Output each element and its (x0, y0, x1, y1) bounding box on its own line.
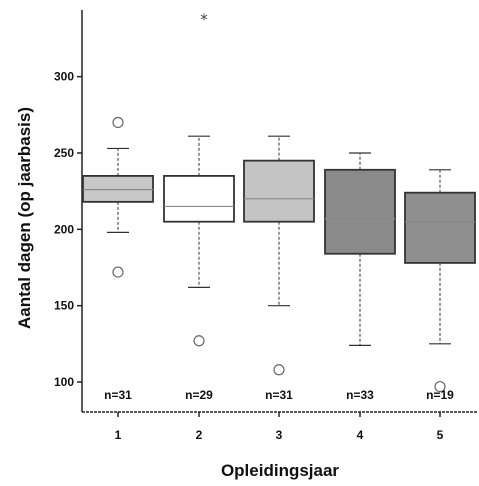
outlier-circle-marker (112, 266, 124, 278)
x-axis-title: Opleidingsjaar (221, 461, 339, 480)
y-tick-label: 300 (54, 70, 74, 84)
n-count-label: n=19 (426, 388, 454, 402)
axes-layer: 100 150 200 250 300 1 2 3 4 5 (54, 10, 478, 442)
box-group (82, 116, 154, 278)
n-count-label: n=33 (346, 388, 374, 402)
box-iqr (404, 191, 476, 264)
outlier-circle-marker (434, 380, 446, 393)
labels-layer: n=31 n=29 n=31 n=33 n=19 (104, 388, 454, 402)
n-count-label: n=31 (265, 388, 293, 402)
x-tick-label: 3 (276, 428, 283, 442)
y-tick-label: 100 (54, 375, 74, 389)
y-tick-label: 200 (54, 222, 74, 236)
n-count-label: n=31 (104, 388, 132, 402)
box-group (324, 152, 396, 346)
box-group (404, 169, 476, 393)
outlier-circle-marker (112, 116, 124, 129)
y-tick-label: 250 (54, 146, 74, 160)
box-iqr (163, 174, 235, 223)
box-group: * (163, 11, 235, 347)
outlier-star-marker: * (200, 11, 208, 29)
box-iqr (324, 168, 396, 255)
outlier-circle-marker (273, 364, 285, 376)
x-tick-label: 1 (115, 428, 122, 442)
boxes-layer: * (82, 11, 476, 393)
box-group (243, 135, 315, 376)
x-tick-label: 4 (357, 428, 364, 442)
box-iqr (82, 174, 154, 203)
x-tick-label: 5 (437, 428, 444, 442)
y-axis-title: Aantal dagen (op jaarbasis) (15, 107, 34, 329)
outlier-circle-marker (193, 335, 205, 347)
n-count-label: n=29 (185, 388, 213, 402)
y-tick-label: 150 (54, 299, 74, 313)
box-iqr (243, 159, 315, 223)
x-tick-label: 2 (196, 428, 203, 442)
